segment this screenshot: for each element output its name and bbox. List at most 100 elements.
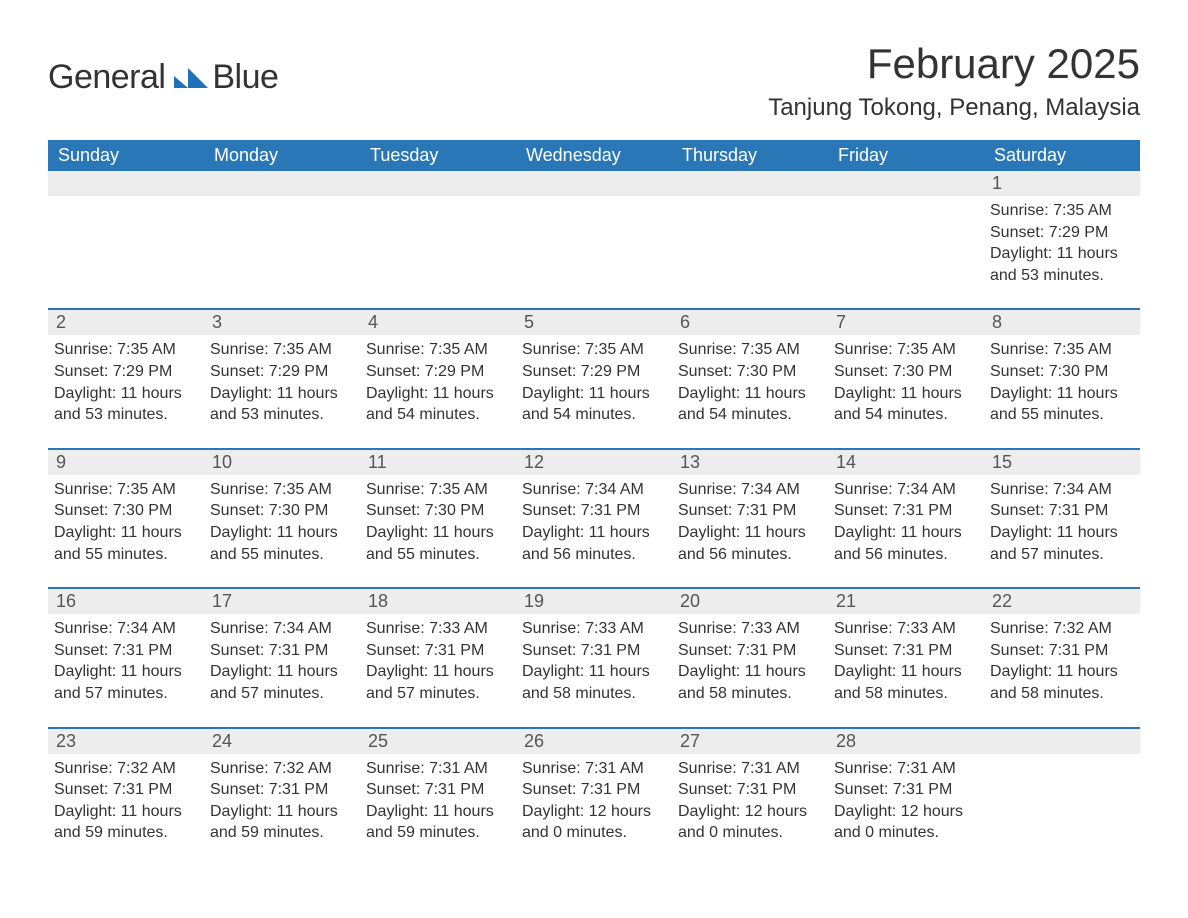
sunrise-line: Sunrise: 7:35 AM bbox=[990, 339, 1134, 361]
month-title: February 2025 bbox=[768, 40, 1140, 88]
daylight-line: Daylight: 11 hours and 57 minutes. bbox=[54, 661, 198, 704]
day-body: Sunrise: 7:35 AMSunset: 7:30 PMDaylight:… bbox=[984, 335, 1140, 425]
day-number: 17 bbox=[204, 589, 360, 614]
daylight-line: Daylight: 11 hours and 53 minutes. bbox=[210, 383, 354, 426]
day-number: 24 bbox=[204, 729, 360, 754]
day-body: Sunrise: 7:35 AMSunset: 7:29 PMDaylight:… bbox=[516, 335, 672, 425]
calendar-cell: 24Sunrise: 7:32 AMSunset: 7:31 PMDayligh… bbox=[204, 728, 360, 866]
sunset-line: Sunset: 7:31 PM bbox=[210, 779, 354, 801]
sunset-line: Sunset: 7:30 PM bbox=[366, 500, 510, 522]
daylight-line: Daylight: 11 hours and 54 minutes. bbox=[522, 383, 666, 426]
sunset-line: Sunset: 7:31 PM bbox=[678, 779, 822, 801]
daylight-line: Daylight: 11 hours and 57 minutes. bbox=[990, 522, 1134, 565]
day-number: 26 bbox=[516, 729, 672, 754]
calendar-cell: 10Sunrise: 7:35 AMSunset: 7:30 PMDayligh… bbox=[204, 449, 360, 588]
weekday-row: SundayMondayTuesdayWednesdayThursdayFrid… bbox=[48, 140, 1140, 171]
day-number: 9 bbox=[48, 450, 204, 475]
calendar-cell: 12Sunrise: 7:34 AMSunset: 7:31 PMDayligh… bbox=[516, 449, 672, 588]
calendar-cell-empty: . bbox=[48, 171, 204, 309]
sunset-line: Sunset: 7:30 PM bbox=[834, 361, 978, 383]
day-body: Sunrise: 7:34 AMSunset: 7:31 PMDaylight:… bbox=[48, 614, 204, 704]
calendar-cell: 20Sunrise: 7:33 AMSunset: 7:31 PMDayligh… bbox=[672, 588, 828, 727]
daylight-line: Daylight: 11 hours and 56 minutes. bbox=[834, 522, 978, 565]
sunrise-line: Sunrise: 7:32 AM bbox=[990, 618, 1134, 640]
sunrise-line: Sunrise: 7:35 AM bbox=[54, 479, 198, 501]
sunrise-line: Sunrise: 7:33 AM bbox=[678, 618, 822, 640]
sunrise-line: Sunrise: 7:33 AM bbox=[522, 618, 666, 640]
weekday-header: Monday bbox=[204, 140, 360, 171]
logo: General Blue bbox=[48, 58, 278, 97]
sunset-line: Sunset: 7:30 PM bbox=[990, 361, 1134, 383]
day-number: 22 bbox=[984, 589, 1140, 614]
day-body: Sunrise: 7:33 AMSunset: 7:31 PMDaylight:… bbox=[516, 614, 672, 704]
sunrise-line: Sunrise: 7:31 AM bbox=[678, 758, 822, 780]
calendar-week-row: ......1Sunrise: 7:35 AMSunset: 7:29 PMDa… bbox=[48, 171, 1140, 309]
day-body: Sunrise: 7:35 AMSunset: 7:30 PMDaylight:… bbox=[672, 335, 828, 425]
calendar-cell: 2Sunrise: 7:35 AMSunset: 7:29 PMDaylight… bbox=[48, 309, 204, 448]
sunset-line: Sunset: 7:31 PM bbox=[834, 500, 978, 522]
daylight-line: Daylight: 11 hours and 56 minutes. bbox=[522, 522, 666, 565]
day-number: 3 bbox=[204, 310, 360, 335]
sunset-line: Sunset: 7:31 PM bbox=[678, 500, 822, 522]
calendar-cell: 26Sunrise: 7:31 AMSunset: 7:31 PMDayligh… bbox=[516, 728, 672, 866]
calendar-cell: 7Sunrise: 7:35 AMSunset: 7:30 PMDaylight… bbox=[828, 309, 984, 448]
daylight-line: Daylight: 11 hours and 55 minutes. bbox=[990, 383, 1134, 426]
sunrise-line: Sunrise: 7:35 AM bbox=[834, 339, 978, 361]
calendar-cell: 19Sunrise: 7:33 AMSunset: 7:31 PMDayligh… bbox=[516, 588, 672, 727]
daylight-line: Daylight: 12 hours and 0 minutes. bbox=[834, 801, 978, 844]
day-body: Sunrise: 7:31 AMSunset: 7:31 PMDaylight:… bbox=[828, 754, 984, 844]
calendar-body: ......1Sunrise: 7:35 AMSunset: 7:29 PMDa… bbox=[48, 171, 1140, 866]
calendar-cell: 8Sunrise: 7:35 AMSunset: 7:30 PMDaylight… bbox=[984, 309, 1140, 448]
calendar-cell: 11Sunrise: 7:35 AMSunset: 7:30 PMDayligh… bbox=[360, 449, 516, 588]
sunset-line: Sunset: 7:31 PM bbox=[522, 640, 666, 662]
sunset-line: Sunset: 7:30 PM bbox=[678, 361, 822, 383]
sunrise-line: Sunrise: 7:31 AM bbox=[834, 758, 978, 780]
daylight-line: Daylight: 11 hours and 56 minutes. bbox=[678, 522, 822, 565]
location-text: Tanjung Tokong, Penang, Malaysia bbox=[768, 94, 1140, 122]
sunrise-line: Sunrise: 7:32 AM bbox=[54, 758, 198, 780]
sunrise-line: Sunrise: 7:33 AM bbox=[366, 618, 510, 640]
daylight-line: Daylight: 11 hours and 53 minutes. bbox=[990, 243, 1134, 286]
weekday-header: Saturday bbox=[984, 140, 1140, 171]
day-number: . bbox=[204, 171, 360, 196]
calendar-cell: 9Sunrise: 7:35 AMSunset: 7:30 PMDaylight… bbox=[48, 449, 204, 588]
day-body: Sunrise: 7:35 AMSunset: 7:29 PMDaylight:… bbox=[984, 196, 1140, 286]
calendar-cell: 21Sunrise: 7:33 AMSunset: 7:31 PMDayligh… bbox=[828, 588, 984, 727]
day-body: Sunrise: 7:35 AMSunset: 7:29 PMDaylight:… bbox=[360, 335, 516, 425]
calendar-cell: 4Sunrise: 7:35 AMSunset: 7:29 PMDaylight… bbox=[360, 309, 516, 448]
weekday-header: Wednesday bbox=[516, 140, 672, 171]
day-number: 20 bbox=[672, 589, 828, 614]
daylight-line: Daylight: 11 hours and 53 minutes. bbox=[54, 383, 198, 426]
logo-mark-icon bbox=[174, 68, 208, 93]
sunset-line: Sunset: 7:31 PM bbox=[522, 500, 666, 522]
day-body: Sunrise: 7:32 AMSunset: 7:31 PMDaylight:… bbox=[48, 754, 204, 844]
sunset-line: Sunset: 7:29 PM bbox=[990, 222, 1134, 244]
sunset-line: Sunset: 7:30 PM bbox=[210, 500, 354, 522]
calendar-cell-empty: . bbox=[672, 171, 828, 309]
calendar-cell: 5Sunrise: 7:35 AMSunset: 7:29 PMDaylight… bbox=[516, 309, 672, 448]
calendar-cell: 28Sunrise: 7:31 AMSunset: 7:31 PMDayligh… bbox=[828, 728, 984, 866]
day-number: . bbox=[516, 171, 672, 196]
calendar-cell: 25Sunrise: 7:31 AMSunset: 7:31 PMDayligh… bbox=[360, 728, 516, 866]
calendar-cell-empty: . bbox=[516, 171, 672, 309]
day-body: Sunrise: 7:35 AMSunset: 7:30 PMDaylight:… bbox=[828, 335, 984, 425]
daylight-line: Daylight: 11 hours and 59 minutes. bbox=[366, 801, 510, 844]
day-number: 23 bbox=[48, 729, 204, 754]
daylight-line: Daylight: 11 hours and 58 minutes. bbox=[678, 661, 822, 704]
day-body: Sunrise: 7:35 AMSunset: 7:30 PMDaylight:… bbox=[48, 475, 204, 565]
daylight-line: Daylight: 11 hours and 58 minutes. bbox=[990, 661, 1134, 704]
sunset-line: Sunset: 7:31 PM bbox=[990, 640, 1134, 662]
sunset-line: Sunset: 7:31 PM bbox=[834, 640, 978, 662]
daylight-line: Daylight: 11 hours and 57 minutes. bbox=[366, 661, 510, 704]
sunset-line: Sunset: 7:30 PM bbox=[54, 500, 198, 522]
daylight-line: Daylight: 11 hours and 59 minutes. bbox=[210, 801, 354, 844]
calendar-cell-empty: . bbox=[204, 171, 360, 309]
daylight-line: Daylight: 11 hours and 55 minutes. bbox=[54, 522, 198, 565]
logo-text: General Blue bbox=[48, 58, 278, 97]
day-body: Sunrise: 7:34 AMSunset: 7:31 PMDaylight:… bbox=[984, 475, 1140, 565]
title-block: February 2025 Tanjung Tokong, Penang, Ma… bbox=[768, 40, 1140, 122]
day-body: Sunrise: 7:35 AMSunset: 7:29 PMDaylight:… bbox=[48, 335, 204, 425]
sunrise-line: Sunrise: 7:35 AM bbox=[366, 479, 510, 501]
day-body: Sunrise: 7:32 AMSunset: 7:31 PMDaylight:… bbox=[204, 754, 360, 844]
daylight-line: Daylight: 12 hours and 0 minutes. bbox=[522, 801, 666, 844]
